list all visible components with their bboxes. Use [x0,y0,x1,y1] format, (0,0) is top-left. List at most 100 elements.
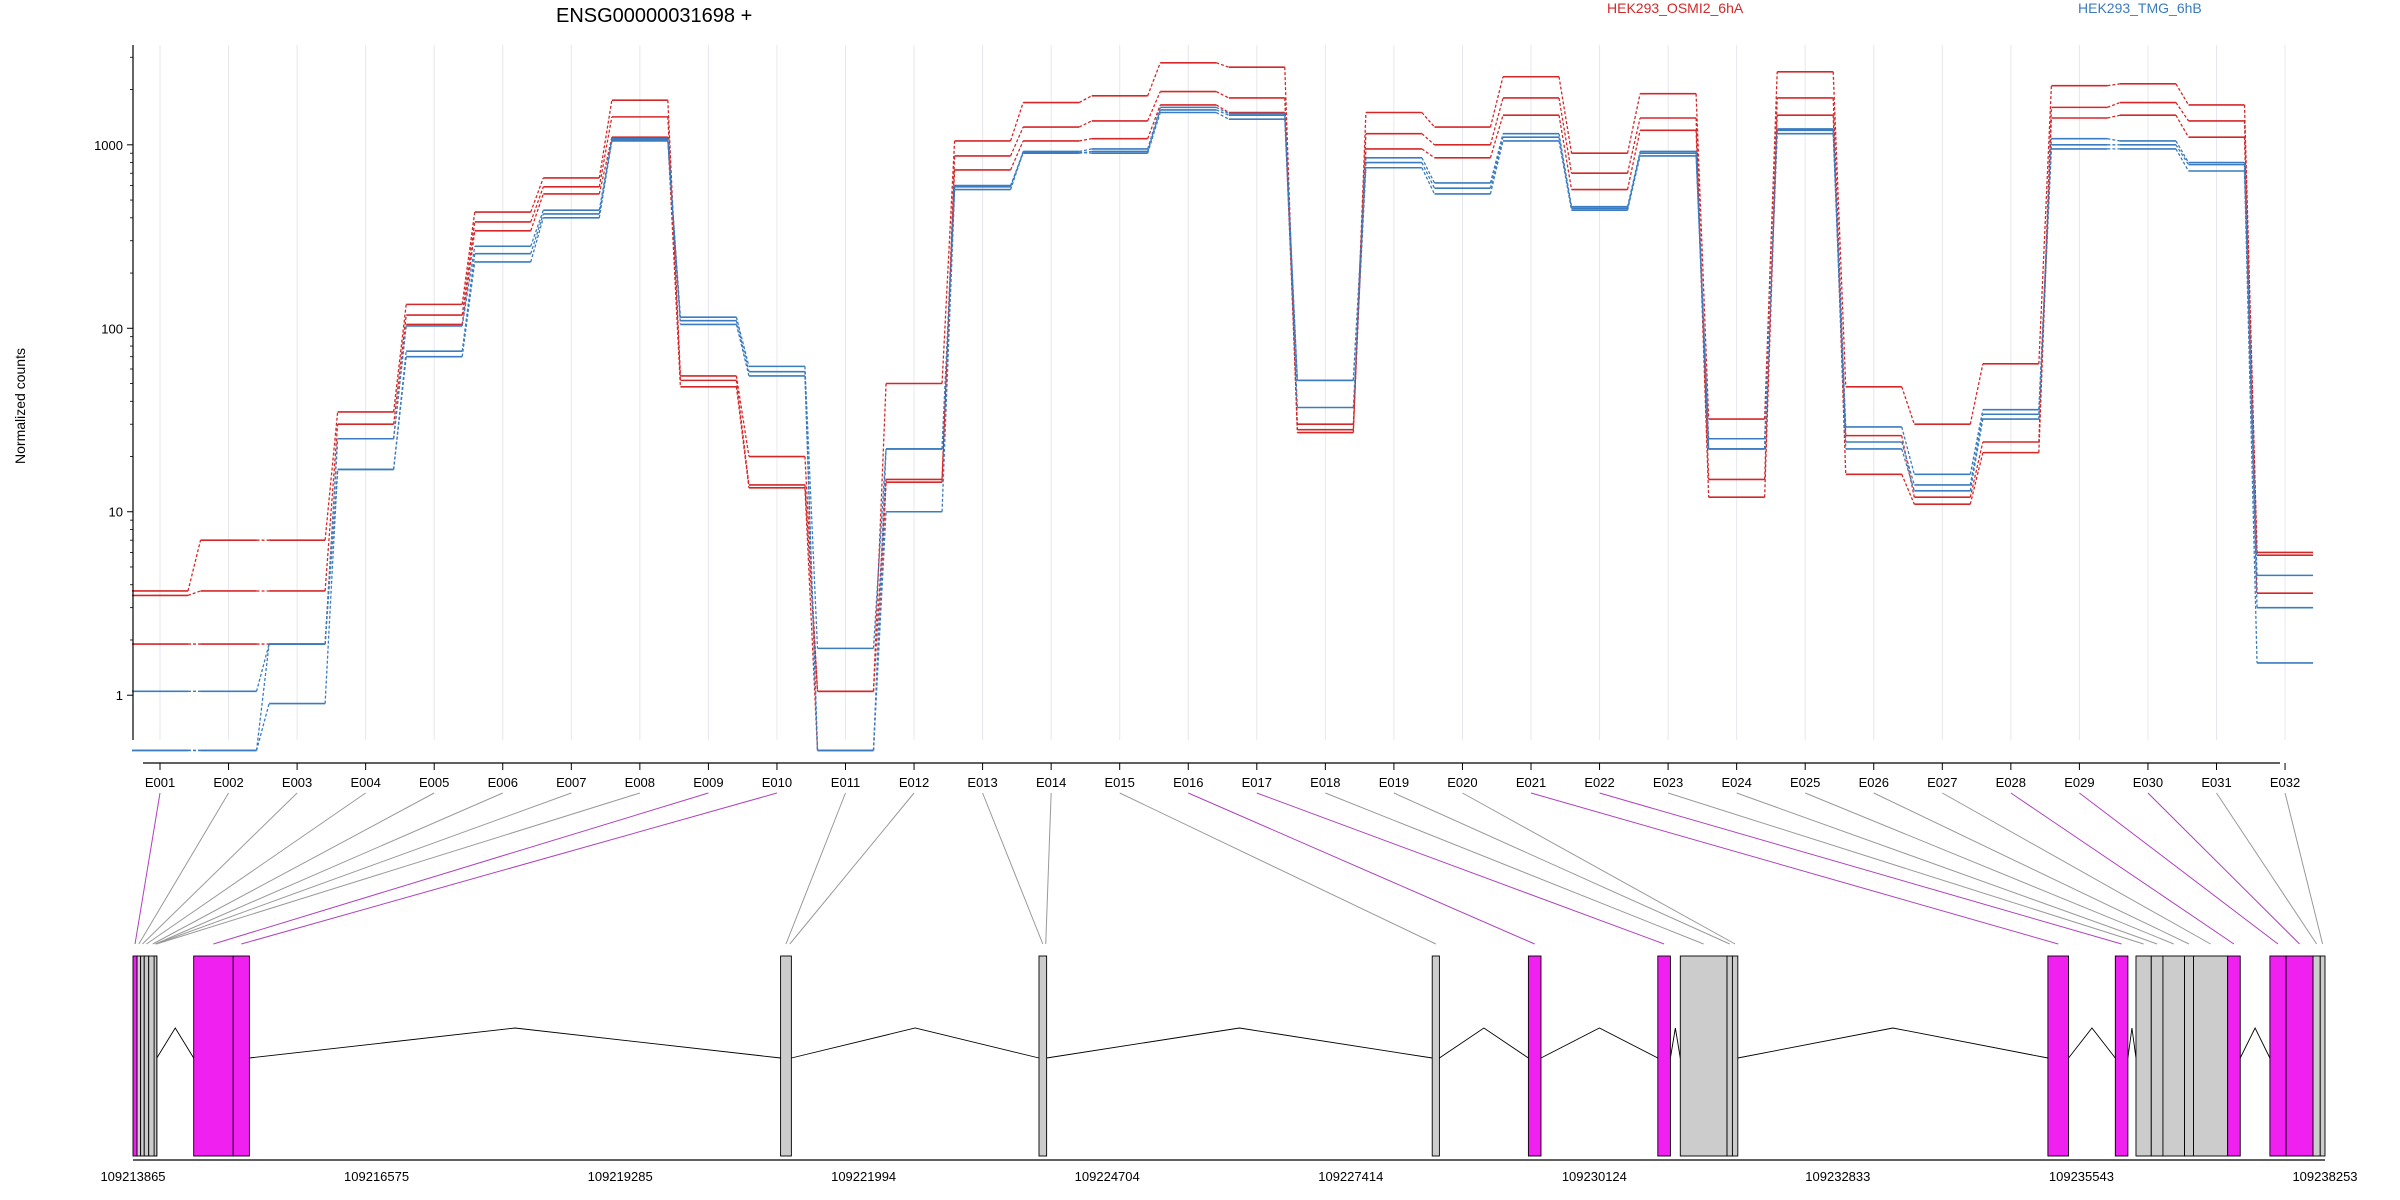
series-6-connector [1969,418,1984,491]
exon-connector-e028 [2010,792,2235,945]
series-3-connector [735,386,750,488]
genomic-coordinate-label: 109221994 [831,1169,896,1184]
x-tick-label-e012: E012 [899,775,929,790]
series-2-connector [1558,97,1573,174]
intron-line [2127,1027,2137,1059]
series-4-connector [1558,133,1573,207]
series-1-connector [324,411,339,541]
exon-connector-e031 [2216,792,2318,945]
x-tick-label-e016: E016 [1173,775,1203,790]
series-2-connector [461,221,476,316]
genomic-coordinate-label: 109238253 [2292,1169,2357,1184]
series-1-connector [1558,76,1573,154]
series-6-connector [393,325,407,439]
x-tick-label-e001: E001 [145,775,175,790]
x-tick-label-e020: E020 [1447,775,1477,790]
exon-block-highlighted [1657,955,1671,1157]
exon-block-highlighted [2114,955,2129,1157]
series-2-connector [2175,102,2190,122]
series-3-connector [530,193,544,231]
exon-block [1431,955,1440,1157]
x-tick-label-e027: E027 [1927,775,1957,790]
exon-connector-e018 [1325,792,1704,945]
series-6-connector [461,246,476,327]
series-1-connector [530,177,544,213]
series-2-connector [598,116,613,187]
series-2-connector [324,424,339,592]
series-3-connector [2107,114,2121,119]
exon-connector-e032 [2284,792,2324,945]
series-4-connector [1489,133,1504,184]
series-3-connector [2175,114,2190,138]
series-5-connector [324,469,339,704]
exon-block-highlighted [1527,955,1542,1157]
x-tick-label-e024: E024 [1721,775,1751,790]
series-2-connector [1421,133,1435,146]
exon-connector-e020 [1462,792,1736,945]
exon-block [2184,955,2194,1157]
legend-entry-tmg: HEK293_TMG_6hB [2078,0,2202,16]
series-3-connector [1489,115,1504,158]
exon-block-highlighted [2285,955,2314,1157]
exon-connector-e013 [982,792,1044,945]
exon-block-highlighted [232,955,250,1157]
series-6-connector [735,324,750,377]
series-1-hek293_osmi2_6ha [132,61,2314,693]
exon-connector-e008 [156,792,640,945]
exon-connector-e029 [2079,792,2279,945]
exon-connector-e006 [155,792,503,945]
intron-line [1737,1027,2048,1059]
series-5-connector [1969,414,1984,486]
series-3-connector [1010,140,1024,171]
exon-block [136,955,142,1157]
x-tick-label-e030: E030 [2133,775,2163,790]
exon-connector-e003 [142,792,298,945]
series-1-connector [1626,93,1641,154]
exon-block [1679,955,1728,1157]
series-2-hek293_osmi2_6ha [132,90,2314,693]
x-tick-label-e021: E021 [1516,775,1546,790]
series-5-connector [1079,148,1092,153]
exon-block-highlighted [132,955,138,1157]
intron-line [1540,1027,1659,1059]
series-4-connector [1626,151,1641,207]
exon-block [153,955,158,1157]
series-4-connector [1421,157,1436,184]
series-4-connector [255,643,270,692]
series-5-connector [2175,144,2190,165]
exon-connector-e002 [138,792,229,945]
exon-connector-e021 [1530,792,2059,945]
series-5-hek293_tmg_6hb [132,106,2314,752]
series-5-connector [461,253,476,352]
x-tick-label-e032: E032 [2270,775,2300,790]
intron-line [2239,1026,2271,1059]
series-5-connector [1421,162,1436,189]
series-4-connector [735,316,750,367]
series-5-connector [2243,164,2258,608]
series-6-connector [1764,133,1778,449]
x-tick-label-e011: E011 [831,775,860,790]
series-3-connector [1558,115,1573,190]
x-tick-label-e019: E019 [1379,775,1409,790]
series-1-connector [735,375,750,457]
series-5-connector [1901,441,1915,486]
series-4-connector [804,366,819,649]
series-3-connector [1626,130,1641,190]
x-tick-label-e025: E025 [1790,775,1820,790]
x-tick-label-e006: E006 [488,775,518,790]
series-1-connector [393,304,407,413]
series-1-connector [1489,76,1504,128]
x-tick-label-e010: E010 [762,775,792,790]
series-6-connector [1558,140,1573,211]
series-6-connector [2175,148,2190,172]
series-5-connector [1489,137,1504,189]
exon-block [2319,955,2326,1157]
exon-connector-e024 [1736,792,2158,945]
genomic-coordinate-label: 109235543 [2049,1169,2114,1184]
genomic-coordinate-label: 109224704 [1075,1169,1140,1184]
exon-connector-e017 [1256,792,1665,945]
series-6-connector [1009,152,1024,190]
series-1-connector [1009,102,1024,142]
series-1-connector [1832,71,1847,387]
